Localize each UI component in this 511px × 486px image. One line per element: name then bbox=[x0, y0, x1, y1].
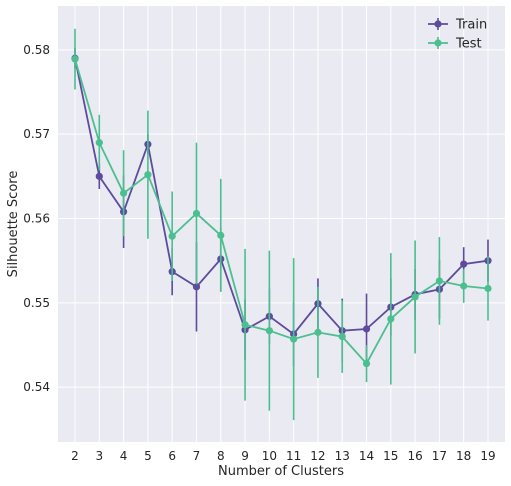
x-tick-label: 3 bbox=[95, 449, 103, 463]
y-axis-label: Silhouette Score bbox=[6, 171, 21, 278]
x-tick-label: 2 bbox=[71, 449, 79, 463]
x-tick-label: 7 bbox=[193, 449, 201, 463]
test-point bbox=[411, 293, 419, 301]
x-tick-label: 10 bbox=[262, 449, 277, 463]
test-point bbox=[241, 321, 249, 329]
test-point bbox=[484, 284, 492, 293]
test-point bbox=[338, 332, 346, 341]
y-tick-label: 0.57 bbox=[23, 127, 50, 141]
test-point bbox=[314, 328, 322, 336]
test-point bbox=[192, 209, 201, 218]
test-point bbox=[95, 139, 103, 147]
test-point bbox=[119, 189, 128, 197]
y-tick-label: 0.54 bbox=[23, 380, 50, 394]
train-point bbox=[362, 325, 371, 333]
series-layer bbox=[71, 28, 492, 421]
x-tick-label: 14 bbox=[359, 449, 374, 463]
series-test bbox=[71, 28, 492, 421]
x-tick-label: 4 bbox=[120, 449, 128, 463]
test-point bbox=[71, 55, 79, 63]
x-tick-label: 9 bbox=[241, 449, 249, 463]
train-point bbox=[192, 283, 201, 291]
test-point bbox=[387, 315, 395, 323]
x-tick-labels: 2 3 4 5 6 7 8 9 10 11 12 13 14 15 16 17 18 19 bbox=[71, 449, 495, 463]
y-tick-labels: 0.54 0.55 0.56 0.57 0.58 bbox=[23, 43, 50, 394]
legend-item-train: Train bbox=[428, 18, 487, 33]
x-tick-label: 18 bbox=[456, 449, 471, 463]
x-tick-label: 8 bbox=[217, 449, 225, 463]
test-line bbox=[74, 58, 489, 366]
legend-label: Train bbox=[455, 18, 487, 33]
legend-label: Test bbox=[455, 37, 482, 52]
train-point bbox=[95, 172, 103, 180]
y-tick-label: 0.55 bbox=[23, 296, 50, 310]
y-tick-label: 0.56 bbox=[23, 212, 50, 226]
x-tick-label: 16 bbox=[407, 449, 422, 463]
test-point bbox=[144, 171, 152, 179]
x-tick-label: 13 bbox=[335, 449, 350, 463]
x-tick-label: 5 bbox=[144, 449, 152, 463]
x-tick-label: 6 bbox=[168, 449, 176, 463]
test-point bbox=[362, 359, 371, 368]
test-point bbox=[290, 335, 298, 343]
x-tick-label: 19 bbox=[480, 449, 495, 463]
test-point bbox=[168, 232, 176, 240]
test-point bbox=[217, 231, 225, 239]
train-point bbox=[460, 260, 468, 268]
y-tick-label: 0.58 bbox=[23, 43, 50, 57]
x-tick-label: 15 bbox=[383, 449, 398, 463]
legend-swatch-marker bbox=[434, 39, 442, 47]
plot-background bbox=[58, 6, 505, 442]
legend-item-test: Test bbox=[428, 37, 482, 52]
x-axis-label: Number of Clusters bbox=[218, 464, 344, 479]
x-tick-label: 17 bbox=[432, 449, 447, 463]
legend-swatch-marker bbox=[434, 20, 442, 28]
x-tick-label: 11 bbox=[286, 449, 301, 463]
test-point bbox=[460, 282, 468, 290]
x-tick-label: 12 bbox=[310, 449, 325, 463]
test-point bbox=[435, 277, 444, 285]
legend: Train Test bbox=[428, 18, 487, 52]
test-point bbox=[265, 327, 273, 335]
